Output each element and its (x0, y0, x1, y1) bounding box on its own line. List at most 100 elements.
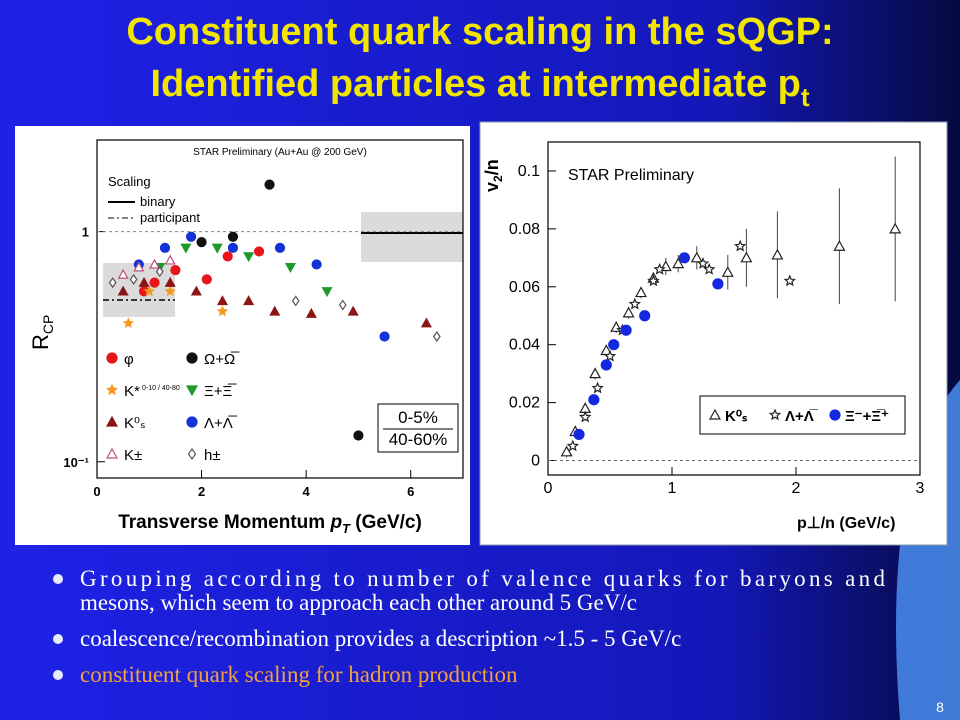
point (690, 251, 703, 263)
title-text: Identified particles at intermediate p (150, 63, 800, 105)
point (833, 240, 846, 251)
page-number: 8 (936, 699, 944, 715)
x-tick-label: 2 (792, 480, 801, 497)
point (284, 263, 296, 273)
point (321, 287, 333, 298)
point (227, 242, 239, 253)
point (180, 243, 192, 254)
point (201, 274, 212, 285)
x-tick-label: 0 (93, 484, 100, 499)
point (305, 307, 317, 318)
point (216, 305, 229, 317)
point (608, 339, 620, 351)
point (164, 254, 176, 265)
point (211, 243, 223, 254)
point (148, 258, 161, 269)
point (187, 447, 197, 461)
point (149, 277, 160, 288)
point (634, 286, 648, 298)
point (733, 239, 747, 252)
point (639, 310, 651, 322)
legend-label: K⁰ₛ (124, 415, 146, 432)
point (708, 408, 722, 420)
point (155, 266, 164, 278)
right-chart: 0 1 2 3 0 0.02 0.04 0.06 0.08 0.1 STAR Preliminary… (482, 141, 925, 532)
legend-label: φ (124, 351, 134, 368)
point (159, 242, 171, 253)
label-sub: 2 (491, 175, 505, 182)
point (783, 274, 797, 287)
point (622, 306, 635, 318)
point (105, 447, 119, 459)
legend-label: K⁰ₛ (725, 408, 748, 425)
point (243, 252, 255, 263)
point (603, 349, 617, 362)
left-figure (15, 126, 470, 545)
y-tick-label: 0 (531, 453, 540, 470)
point (771, 248, 784, 260)
plot-frame (547, 141, 921, 476)
point (829, 409, 841, 421)
point (264, 179, 275, 190)
legend-label: Λ+Λ̅ (204, 415, 238, 432)
point (143, 285, 156, 297)
point (216, 295, 229, 306)
point (186, 352, 198, 364)
y-axis-label: RCP (28, 315, 56, 350)
bullet-dot (53, 634, 63, 644)
point (566, 439, 580, 452)
y-tick-label: 1 (82, 225, 89, 240)
plot-frame (96, 139, 464, 479)
centrality-label: 0-5% (398, 408, 438, 427)
point (889, 222, 902, 234)
label-text: /n (482, 159, 502, 175)
centrality-label: 40-60% (389, 430, 448, 449)
point (702, 262, 716, 275)
point (653, 262, 666, 275)
legend-title: Scaling (108, 174, 151, 189)
label-sub: T (342, 521, 351, 536)
point (164, 285, 176, 297)
point (620, 324, 632, 336)
legend-label: Ξ⁻+Ξ̅⁺ (845, 408, 889, 425)
point (117, 285, 129, 296)
label-text: v (482, 182, 502, 192)
point (432, 330, 441, 343)
bullet-dot (53, 574, 63, 584)
point (129, 273, 138, 285)
point (678, 252, 691, 264)
legend-text: binary (140, 194, 176, 209)
label-text: (GeV/c) (350, 512, 422, 533)
title-line: Identified particles at intermediate pt (150, 63, 809, 112)
legend-label: Λ+Λ̅ (785, 408, 819, 425)
bullet-text: coalescence/recombination provides a des… (80, 626, 681, 651)
point (721, 266, 734, 277)
syst-band (361, 212, 463, 262)
point (353, 430, 364, 441)
title-line: Constituent quark scaling in the sQGP: (126, 11, 833, 53)
point (227, 231, 239, 242)
y-tick-label: 0.04 (509, 337, 540, 354)
bullet-text: mesons, which seem to approach each othe… (80, 590, 637, 615)
legend-note: 0-10 / 40-80 (142, 385, 180, 392)
title-sub: t (801, 82, 810, 112)
legend-label: K± (124, 447, 142, 464)
x-tick-label: 0 (544, 480, 553, 497)
x-tick-label: 4 (303, 484, 311, 499)
point (243, 295, 255, 306)
label-text: R (28, 334, 53, 350)
y-tick-label: 0.08 (509, 221, 540, 238)
legend-box (699, 395, 906, 435)
point (672, 257, 685, 269)
point (122, 317, 135, 329)
point (589, 367, 602, 379)
x-tick-label: 2 (198, 484, 205, 499)
bullet-text: constituent quark scaling for hadron pro… (80, 662, 518, 687)
point (347, 305, 359, 316)
legend-label: h± (204, 447, 221, 464)
y-tick-label: 0.02 (509, 395, 540, 412)
legend-label: Ξ+Ξ̅ (204, 383, 237, 400)
point (311, 259, 322, 270)
x-axis-label: Transverse Momentum pT (GeV/c) (118, 512, 422, 536)
label-text: Transverse Momentum (118, 512, 330, 533)
